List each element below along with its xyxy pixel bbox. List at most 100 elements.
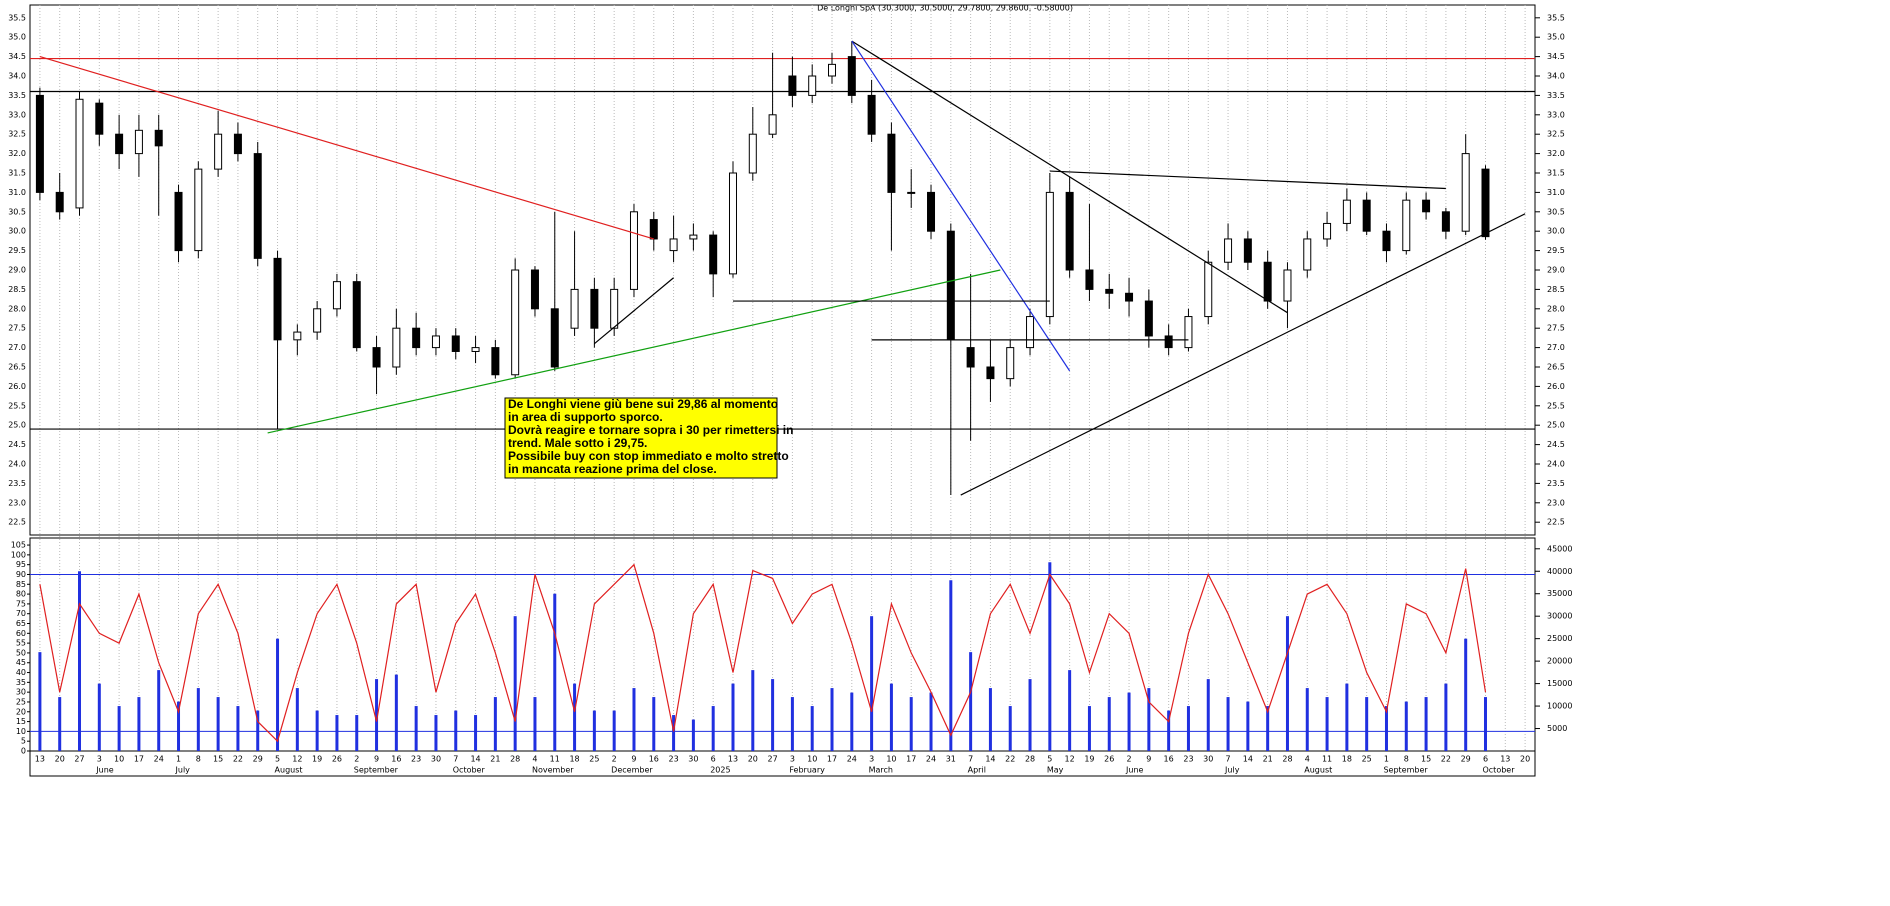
volume-bar (157, 670, 161, 751)
x-tick-label: 7 (968, 755, 973, 764)
volume-bar (969, 652, 973, 751)
x-tick-label: 16 (1164, 755, 1174, 764)
volume-bar (1008, 706, 1012, 751)
x-tick-label: 21 (490, 755, 500, 764)
month-label: March (869, 766, 893, 775)
volume-bar (1048, 562, 1052, 751)
volume-bar (1424, 697, 1428, 751)
candle-body (1184, 316, 1193, 349)
x-tick-label: 14 (985, 755, 995, 764)
x-tick-label: 4 (532, 755, 537, 764)
volume-bar (1147, 688, 1151, 751)
candle-body (214, 133, 223, 170)
osc-tick-label: 55 (16, 639, 26, 648)
x-tick-label: 12 (1065, 755, 1075, 764)
volume-bar (652, 697, 656, 751)
y-tick-label-right: 32.5 (1547, 130, 1565, 139)
month-label: August (275, 766, 303, 775)
candle-body (1481, 168, 1490, 238)
osc-tick-label: 80 (16, 590, 26, 599)
osc-tick-label: 10 (16, 727, 26, 736)
x-tick-label: 14 (1243, 755, 1253, 764)
osc-tick-label: 70 (16, 609, 26, 618)
candle-body (1065, 191, 1074, 271)
volume-tick-label: 5000 (1547, 724, 1567, 733)
volume-bar (1444, 683, 1448, 751)
x-tick-label: 10 (807, 755, 817, 764)
x-tick-label: 22 (1005, 755, 1015, 764)
x-tick-label: 22 (1441, 755, 1451, 764)
candle-body (95, 102, 104, 135)
volume-bar (850, 692, 854, 751)
candle-body (1085, 269, 1094, 290)
candle-body (154, 129, 163, 147)
date-strip (29, 750, 1536, 777)
candle-body (412, 327, 421, 349)
x-tick-label: 24 (926, 755, 936, 764)
x-tick-label: 1 (1384, 755, 1389, 764)
x-tick-label: 7 (453, 755, 458, 764)
annotation-line: Possibile buy con stop immediato e molto… (508, 449, 789, 463)
x-tick-label: 28 (1025, 755, 1035, 764)
candle-body (1263, 261, 1272, 302)
x-tick-label: 6 (711, 755, 716, 764)
x-tick-label: 14 (470, 755, 480, 764)
x-tick-label: 1 (176, 755, 181, 764)
y-tick-label: 33.5 (8, 91, 26, 100)
y-tick-label-right: 27.5 (1547, 324, 1565, 333)
volume-bar (137, 697, 141, 751)
candle-body (75, 98, 84, 209)
candle-body (550, 308, 559, 368)
x-tick-label: 9 (1146, 755, 1151, 764)
x-tick-label: 15 (213, 755, 223, 764)
candle-body (1105, 288, 1114, 294)
chart-title: De Longhi SpA (30.3000, 30.5000, 29.7800… (817, 4, 1073, 13)
candle-body (748, 133, 757, 174)
candle-body (1006, 347, 1015, 380)
x-tick-label: 2 (612, 755, 617, 764)
candle-body (946, 230, 955, 341)
x-tick-label: 28 (510, 755, 520, 764)
x-tick-label: 27 (768, 755, 778, 764)
candle-body (1144, 300, 1153, 337)
x-tick-label: 2 (354, 755, 359, 764)
volume-bar (1068, 670, 1072, 751)
osc-tick-label: 25 (16, 697, 26, 706)
x-tick-label: 4 (1305, 755, 1310, 764)
x-tick-label: 17 (134, 755, 144, 764)
month-label: May (1047, 766, 1064, 775)
x-tick-label: 30 (1203, 755, 1213, 764)
candle-body (491, 347, 500, 376)
candle-body (134, 129, 143, 155)
x-tick-label: 16 (649, 755, 659, 764)
volume-bar (38, 652, 42, 751)
y-tick-label-right: 29.0 (1547, 266, 1565, 275)
x-tick-label: 19 (312, 755, 322, 764)
volume-bar (276, 638, 280, 751)
annotation-line: De Longhi viene giù bene sui 29,86 al mo… (508, 397, 778, 411)
month-label: 2025 (710, 766, 730, 775)
y-tick-label: 24.0 (8, 459, 26, 468)
candle-body (233, 133, 242, 155)
candle-body (372, 347, 381, 368)
x-tick-label: 23 (411, 755, 421, 764)
x-tick-label: 19 (1084, 755, 1094, 764)
x-tick-label: 9 (374, 755, 379, 764)
osc-tick-label: 40 (16, 668, 26, 677)
y-tick-label-right: 28.5 (1547, 285, 1565, 294)
candle-body (689, 234, 698, 240)
y-tick-label: 22.5 (8, 518, 26, 527)
candle-body (1441, 211, 1450, 232)
osc-tick-label: 85 (16, 580, 26, 589)
x-tick-label: 13 (728, 755, 738, 764)
volume-bar (1226, 697, 1230, 751)
x-tick-label: 6 (1483, 755, 1488, 764)
x-tick-label: 22 (233, 755, 243, 764)
y-tick-label: 30.0 (8, 227, 26, 236)
month-label: September (354, 766, 399, 775)
x-tick-label: 26 (332, 755, 342, 764)
osc-tick-label: 0 (21, 747, 26, 756)
y-tick-label-right: 26.0 (1547, 382, 1565, 391)
candle-body (1224, 238, 1233, 263)
